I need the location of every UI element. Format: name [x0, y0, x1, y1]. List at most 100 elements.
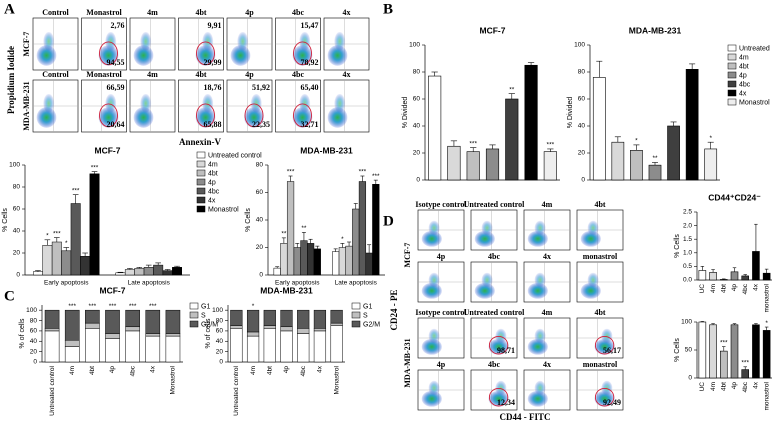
- gate-percent: 66,59: [107, 83, 125, 92]
- y-axis-label: % Divided: [402, 97, 409, 129]
- y-axis-label: Propidium Iodide: [6, 46, 16, 114]
- gate-percent: 32,71: [301, 120, 319, 129]
- gate: [594, 387, 615, 407]
- x-tick-label: 4bt: [89, 366, 96, 375]
- y-tick-label: 0: [16, 272, 20, 279]
- y-tick-label: 1.0: [683, 250, 692, 257]
- cell-population: [421, 338, 442, 355]
- gate-percent: 18,76: [204, 83, 222, 92]
- legend-swatch: [196, 187, 206, 195]
- bar: [358, 181, 367, 276]
- cell-population: [250, 94, 262, 113]
- x-tick-label: 4bt: [267, 366, 274, 375]
- significance: ***: [372, 173, 380, 180]
- cell-population: [428, 380, 440, 396]
- legend-label: Monastrol: [208, 206, 239, 213]
- cell-population: [36, 45, 57, 66]
- bar: [685, 69, 699, 181]
- chart-title: MCF-7: [95, 145, 121, 155]
- cell-population: [334, 94, 346, 113]
- significance: ***: [359, 169, 367, 176]
- bar-segment: [125, 326, 140, 332]
- chart-title: MCF-7: [100, 285, 126, 295]
- bar: [505, 98, 519, 181]
- y-tick-label: 60: [30, 328, 38, 335]
- bar: [134, 268, 145, 276]
- y-tick-label: 100: [9, 162, 20, 169]
- cell-population: [195, 107, 216, 128]
- bar: [720, 279, 728, 281]
- panel-label: C: [4, 288, 15, 304]
- y-tick-label: 0: [416, 177, 420, 184]
- cell-population: [327, 107, 348, 128]
- legend-swatch: [351, 320, 361, 328]
- y-tick-label: 0: [259, 272, 263, 279]
- bar: [307, 243, 315, 276]
- cell-population: [292, 45, 313, 66]
- x-tick-label: monastrol: [763, 381, 770, 410]
- bar: [153, 264, 164, 276]
- legend-swatch: [351, 302, 361, 310]
- y-tick-label: 20: [216, 348, 224, 355]
- y-tick-label: 100: [26, 307, 37, 314]
- bar: [698, 321, 707, 379]
- cell-population: [421, 390, 442, 407]
- gate-percent: 78,92: [301, 58, 319, 67]
- bar: [485, 148, 500, 181]
- gate-percent: 12,34: [497, 398, 515, 407]
- bar: [466, 151, 480, 181]
- bar: [280, 243, 288, 276]
- legend-swatch: [196, 160, 206, 168]
- bar: [33, 271, 43, 276]
- cell-population: [105, 32, 117, 51]
- cell-population: [237, 32, 249, 51]
- cell-population: [428, 272, 440, 288]
- bar: [313, 248, 321, 276]
- legend-label: 4bc: [208, 188, 220, 195]
- cell-population: [98, 45, 119, 66]
- gate-percent: 51,92: [252, 83, 270, 92]
- bar-segment: [165, 335, 181, 363]
- bar-segment: [145, 333, 161, 337]
- bar-segment: [297, 309, 310, 329]
- chart-title: CD44⁺CD24⁻: [708, 192, 761, 202]
- flow-plot-title: 4x: [343, 70, 351, 79]
- y-tick-label: 60: [413, 96, 421, 103]
- bar: [293, 247, 301, 276]
- x-tick-label: Monastrol: [170, 365, 177, 394]
- cell-population: [327, 45, 348, 66]
- bar: [286, 181, 295, 276]
- legend-label: G1: [363, 303, 372, 310]
- cell-population: [43, 94, 55, 113]
- flow-plot-title: 4x: [543, 360, 551, 369]
- bar-segment: [230, 328, 243, 363]
- y-tick-label: 80: [413, 69, 421, 76]
- cell-population: [527, 338, 548, 355]
- bar-segment: [263, 328, 276, 363]
- bar-segment: [64, 346, 80, 363]
- flow-plot-title: 4p: [245, 8, 254, 17]
- cell-population: [534, 220, 546, 236]
- significance: ***: [129, 303, 137, 310]
- x-tick-label: 4bc: [129, 365, 136, 376]
- bar: [345, 245, 353, 276]
- flow-plot-title: 4bt: [195, 8, 206, 17]
- gate: [594, 335, 615, 355]
- bar: [709, 324, 717, 379]
- bar: [89, 173, 100, 276]
- legend-swatch: [727, 44, 737, 52]
- flow-plot-title: monastrol: [583, 360, 618, 369]
- x-axis-label: Annexin-V: [179, 137, 222, 147]
- gate-percent: 92,49: [603, 398, 621, 407]
- legend-swatch: [196, 196, 206, 204]
- flow-plot-title: 4p: [245, 70, 254, 79]
- bar: [709, 272, 717, 281]
- legend-label: Untreated: [739, 45, 770, 52]
- bar-segment: [44, 328, 60, 332]
- significance: *: [635, 138, 638, 145]
- legend-swatch: [196, 178, 206, 186]
- cell-population: [488, 338, 509, 355]
- panel-label: D: [383, 213, 394, 229]
- bar-segment: [313, 330, 327, 363]
- legend-label: 4x: [208, 197, 216, 204]
